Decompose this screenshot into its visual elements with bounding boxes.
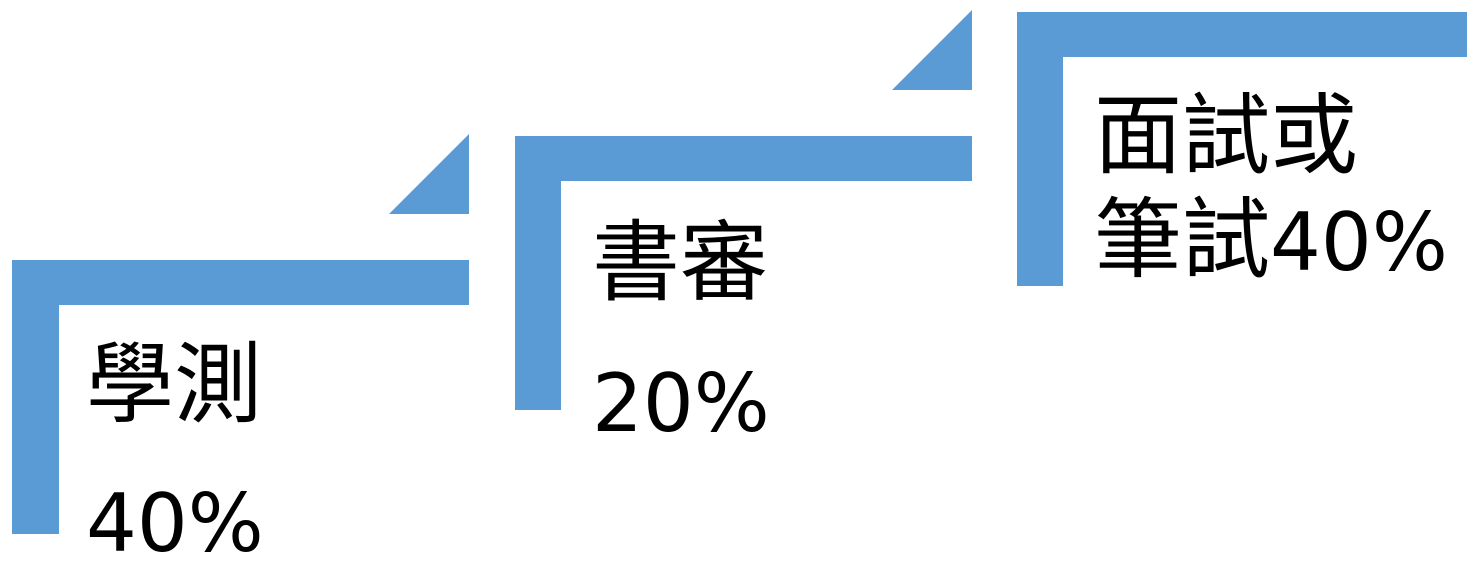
step-2-title: 書審 [592, 211, 769, 314]
step-1-percent: 40% [86, 477, 264, 570]
step-1-arrow-triangle [389, 134, 469, 214]
step-3-percent: 40% [1270, 196, 1448, 289]
step-3-title-line-2: 筆試40% [1094, 196, 1448, 284]
step-2-percent: 20% [592, 357, 770, 450]
step-1-title: 學測 [86, 333, 263, 436]
step-3-title-line-1: 面試或 [1094, 84, 1359, 187]
step-2-corner-bar [515, 136, 972, 410]
step-3-title-line-2-text: 筆試 [1094, 188, 1271, 291]
step-2-arrow-triangle [892, 10, 972, 90]
step-1-corner-bar [12, 260, 469, 534]
step-3-corner-bar [1017, 12, 1467, 286]
